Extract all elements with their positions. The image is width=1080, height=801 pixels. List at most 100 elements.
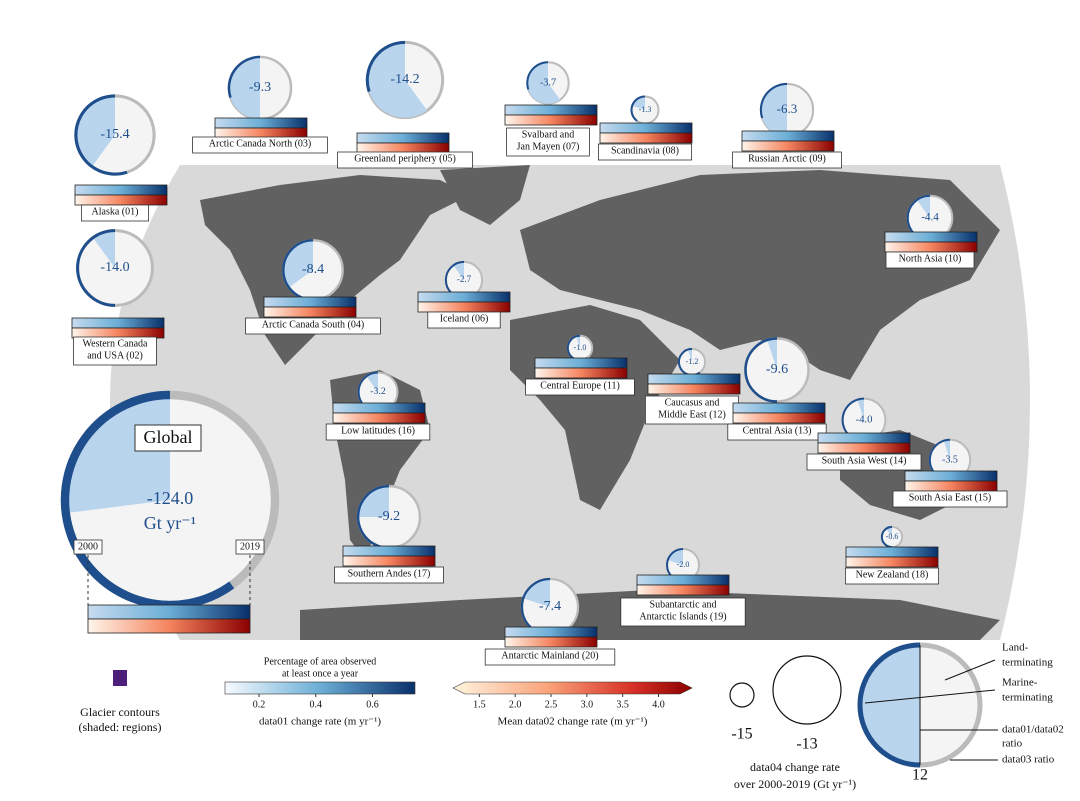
colorbar-tick-label: 3.5 [616, 699, 629, 710]
region-label: Middle East (12) [658, 409, 726, 420]
pie-ring [880, 525, 893, 549]
pie-wedge [943, 439, 950, 460]
strip-data01 [884, 231, 978, 243]
pie-wedge [632, 96, 645, 110]
pie-value: -1.0 [574, 343, 587, 352]
pie-legend-value: 12 [912, 767, 928, 784]
region-label: Greenland periphery (05) [354, 153, 456, 164]
strip-data01 [356, 132, 450, 144]
region-label: Arctic Canada South (04) [262, 319, 364, 330]
label-box [885, 251, 975, 269]
leader-line [944, 659, 996, 681]
colorbar-title: at least once a year [282, 668, 359, 679]
pie-value: -1.3 [639, 105, 652, 114]
colorbar-tick-label: 4.0 [652, 699, 665, 710]
year-box [235, 539, 265, 555]
pie-ring [526, 61, 549, 90]
region-label: Jan Mayen (07) [517, 141, 580, 152]
pie-value: -3.7 [540, 77, 556, 88]
global-title: Global [144, 427, 193, 447]
pie-ring [744, 337, 778, 403]
pie-wedge [760, 83, 787, 137]
strip-data01 [732, 402, 826, 414]
colorbar-tick-label: 2.0 [509, 699, 522, 710]
colorbar-tick-label: 2.5 [545, 699, 558, 710]
leader-line [864, 689, 996, 704]
region-label: Arctic Canada North (03) [209, 138, 311, 149]
strip-data02 [356, 142, 450, 154]
contour-swatch [113, 670, 127, 686]
label-box [484, 648, 616, 666]
region-label: South Asia East (15) [909, 492, 992, 503]
strip-data01 [504, 626, 598, 638]
strip-data01 [417, 291, 511, 303]
pie-wedge [527, 62, 561, 104]
pie-value: -9.2 [378, 509, 400, 524]
strip-data01 [741, 130, 835, 142]
strip-data02 [214, 127, 308, 139]
region-label: and USA (02) [87, 350, 143, 361]
colorbar-tick-label: 0.2 [253, 699, 266, 710]
region-label: Scandinavia (08) [611, 145, 679, 156]
pie-wedge [886, 526, 892, 537]
pie-value: -124.0 [147, 488, 194, 508]
region-label: Alaska (01) [92, 206, 139, 217]
region-label: Antarctic Mainland (20) [501, 650, 598, 661]
year-label: 2019 [240, 541, 260, 552]
region-label: Antarctic Islands (19) [639, 611, 726, 622]
pie-value: -8.4 [302, 262, 324, 277]
pie-value: -9.6 [766, 362, 788, 377]
legend-pie-ring [857, 642, 921, 768]
label-box [525, 378, 635, 396]
region-label: Caucasus and [665, 397, 720, 408]
strip-data01 [71, 317, 165, 329]
strip-data02 [504, 114, 598, 126]
pie-ring [74, 94, 128, 176]
strip-data02 [636, 584, 730, 596]
size-label: -13 [796, 736, 817, 753]
strip-data01 [342, 545, 436, 557]
strip-data02 [71, 327, 165, 339]
region-label: Central Europe (11) [540, 380, 620, 391]
strip-data02 [845, 556, 939, 568]
strip-data02 [87, 618, 251, 634]
strip-data01 [504, 104, 598, 116]
label-box [806, 453, 922, 471]
pie-wedge [358, 486, 389, 517]
label-box [73, 336, 157, 366]
pie-value: -4.4 [921, 212, 939, 224]
pie-wedge [916, 195, 930, 218]
strip-data01 [845, 546, 939, 558]
label-box [620, 597, 746, 627]
label-box [845, 567, 940, 585]
year-box [73, 539, 103, 555]
region-label: Iceland (06) [440, 313, 489, 324]
label-box [337, 151, 473, 169]
pie-value: -14.0 [100, 260, 129, 275]
strip-data02 [417, 301, 511, 313]
pie-ring [365, 40, 406, 93]
strip-data01 [87, 604, 251, 620]
label-box [506, 127, 590, 157]
pie-wedge [367, 42, 428, 118]
strip-data02 [332, 412, 426, 424]
pie-wedge [75, 95, 115, 167]
region-label: Svalbard and [522, 129, 575, 140]
pie-wedge [523, 578, 550, 607]
strip-data02 [599, 132, 693, 144]
strip-data02 [504, 636, 598, 648]
pie-value: -14.2 [390, 72, 419, 87]
year-label: 2000 [78, 541, 98, 552]
pie-value: -3.5 [942, 454, 958, 465]
label-box [325, 423, 431, 441]
region-label: North Asia (10) [899, 253, 962, 264]
legend-pie-wedge [860, 645, 920, 765]
strip-data01 [636, 574, 730, 586]
size-circle [772, 655, 842, 725]
strip-data02 [74, 194, 168, 206]
strip-data01 [214, 117, 308, 129]
strip-data01 [904, 470, 998, 482]
region-label: Western Canada [83, 338, 149, 349]
pie-value: -3.2 [370, 386, 386, 397]
